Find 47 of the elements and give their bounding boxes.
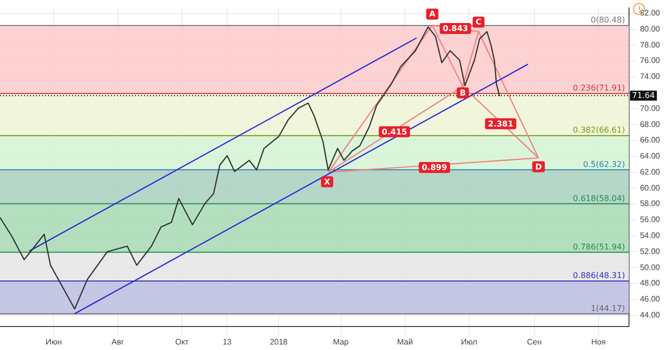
y-tick-label: 54.00	[640, 231, 661, 240]
y-tick-label: 80.00	[640, 24, 661, 34]
x-tick-label: Июн	[46, 337, 62, 346]
x-tick-label: Ноя	[591, 337, 606, 346]
y-tick-label: 66.00	[640, 136, 661, 145]
y-tick-label: 64.00	[640, 152, 661, 161]
x-tick-label: Авг	[112, 337, 124, 346]
x-tick-label: Окт	[175, 337, 190, 346]
x-tick-label: Мар	[332, 337, 350, 346]
y-tick-label: 58.00	[640, 199, 661, 208]
y-tick-label: 48.00	[640, 278, 661, 288]
x-tick-label: Июл	[460, 337, 478, 346]
y-tick-label: 52.00	[640, 246, 661, 256]
annotation: C	[476, 18, 482, 27]
ref-line-label: 0.382(66.61)	[572, 126, 625, 135]
x-tick-label: 2018	[270, 337, 288, 346]
y-tick-label: 78.00	[640, 40, 661, 50]
y-tick-label: 76.00	[640, 56, 661, 66]
annotation: X	[324, 177, 332, 186]
y-tick-label: 74.00	[640, 72, 661, 82]
y-tick-label: 82.00	[640, 8, 661, 18]
ref-line-label: 0.5(62.32)	[583, 160, 625, 169]
ref-line-label: 0.786(51.94)	[572, 242, 625, 252]
annotation: 0.415	[382, 127, 408, 136]
ref-line-label: 71.64	[632, 90, 655, 100]
y-tick-label: 56.00	[640, 215, 661, 224]
ref-line-label: 0.618(58.04)	[572, 194, 625, 203]
ref-line-label: 1(44.17)	[590, 304, 625, 314]
annotation: B	[460, 88, 466, 98]
annotation: D	[535, 162, 542, 172]
y-tick-label: 46.00	[640, 294, 661, 304]
y-tick-label: 68.00	[640, 120, 661, 129]
x-tick-label: Май	[397, 337, 413, 346]
x-tick-label: Сен	[526, 337, 542, 346]
annotation: 2.381	[488, 119, 514, 128]
ref-line-label: 0(80.48)	[590, 16, 625, 25]
annotation: 0.843	[442, 24, 468, 34]
y-tick-label: 60.00	[640, 183, 661, 192]
y-tick-label: 44.00	[640, 310, 661, 320]
x-tick-label: 13	[222, 337, 232, 346]
y-tick-label: 62.00	[640, 167, 661, 176]
annotation: A	[429, 10, 436, 19]
y-tick-label: 70.00	[640, 104, 661, 113]
annotation: 0.899	[422, 163, 448, 172]
ref-line-label: 0.236(71.91)	[572, 84, 625, 93]
y-tick-label: 50.00	[640, 262, 661, 272]
ref-line-label: 0.886(48.31)	[572, 271, 625, 280]
